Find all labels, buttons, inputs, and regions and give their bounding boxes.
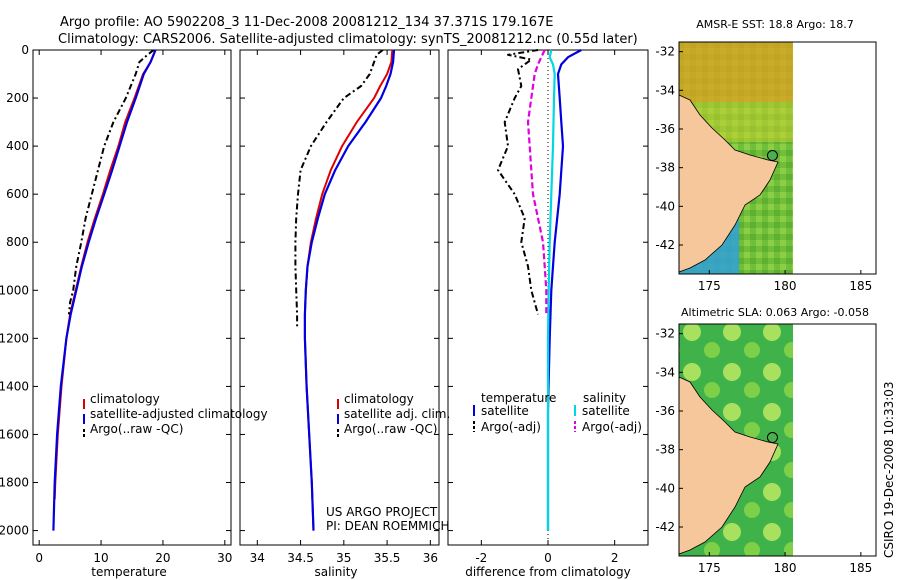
salinity-xlabel: salinity [314, 565, 357, 579]
map-x-tick-label: 180 [774, 561, 797, 575]
sla-land-mass [678, 376, 779, 555]
map-y-tick-label: -32 [655, 45, 675, 59]
y-tick-label: 1000 [0, 283, 29, 297]
x-tick-label: 0 [35, 551, 43, 565]
series-line-cyan [546, 49, 556, 531]
side-stamp: CSIRO 19-Dec-2008 10:33:03 [882, 381, 896, 558]
series-line-argo [67, 49, 155, 315]
header-line2: Climatology: CARS2006. Satellite-adjuste… [58, 32, 638, 47]
series-line-satellite [52, 49, 157, 531]
y-tick-label: 1800 [0, 476, 29, 490]
map-y-tick-label: -40 [655, 481, 675, 495]
x-tick-label: 34.5 [287, 551, 314, 565]
difference-xlabel: difference from climatology [465, 565, 631, 579]
project-annotation-line2: PI: DEAN ROEMMICH [326, 519, 449, 533]
sst-argo-location-marker [766, 150, 778, 162]
temperature-axes-frame [32, 49, 232, 546]
sst-warm-region [679, 42, 793, 102]
legend-label-temp-satellite: satellite [481, 404, 529, 418]
legend-label-climatology: climatology [344, 392, 414, 406]
temperature-legend: climatology satellite-adjusted climatolo… [83, 392, 268, 439]
difference-legend: temperature satellite Argo(-adj) salinit… [473, 391, 642, 434]
y-tick-label: 1600 [0, 427, 29, 441]
sla-axes-frame [678, 323, 877, 557]
sst-map-title: AMSR-E SST: 18.8 Argo: 18.7 [696, 18, 854, 31]
legend-group-title-salinity: salinity [583, 391, 626, 405]
series-line-climatology [303, 49, 394, 531]
sla-map-ticks: 175 180 185 -32 -34 -36 -38 -40 -42 [655, 327, 872, 575]
map-y-tick-label: -42 [655, 238, 675, 252]
project-annotation-line1: US ARGO PROJECT [326, 505, 438, 519]
map-x-tick-label: 175 [698, 279, 721, 293]
sla-map-panel: Altimetric SLA: 0.063 Argo: -0.058 175 18… [655, 306, 877, 575]
series-line-magenta [526, 49, 548, 315]
x-tick-label: 2 [611, 551, 619, 565]
map-y-tick-label: -34 [655, 83, 675, 97]
x-tick-label: 35.5 [374, 551, 401, 565]
x-tick-label: 10 [93, 551, 108, 565]
legend-label-sal-argo: Argo(-adj) [582, 420, 642, 434]
map-y-tick-label: -36 [655, 404, 675, 418]
temperature-plot: 0 10 20 30 0 200 400 600 800 1000 1200 1400 1600 1800… [0, 43, 232, 565]
x-tick-label: 0 [544, 551, 552, 565]
difference-panel: -2 0 2 difference from climatology tempera… [447, 49, 649, 579]
map-y-tick-label: -36 [655, 122, 675, 136]
series-line-satellite [303, 49, 396, 531]
legend-label-argo: Argo(..raw -QC) [90, 422, 183, 436]
map-x-tick-label: 180 [774, 279, 797, 293]
salinity-legend: climatology satellite adj. clim. Argo(..… [337, 392, 450, 439]
y-tick-label: 400 [6, 139, 29, 153]
header-line1: Argo profile: AO 5902208_3 11-Dec-2008 2… [60, 15, 554, 30]
y-tick-label: 2000 [0, 524, 29, 538]
series-line-argo [294, 49, 384, 327]
salinity-panel: 34 34.5 35 35.5 36 salinity climatology sate… [239, 49, 450, 579]
y-tick-label: 1400 [0, 379, 29, 393]
y-tick-label: 600 [6, 187, 29, 201]
map-y-tick-label: -42 [655, 520, 675, 534]
legend-group-title-temperature: temperature [481, 391, 556, 405]
legend-label-temp-argo: Argo(-adj) [481, 420, 541, 434]
x-tick-label: 35 [336, 551, 351, 565]
map-y-tick-label: -32 [655, 327, 675, 341]
x-tick-label: -2 [475, 551, 487, 565]
map-x-tick-label: 175 [698, 561, 721, 575]
y-tick-label: 800 [6, 235, 29, 249]
salinity-plot: 34 34.5 35 35.5 36 [240, 49, 439, 565]
x-tick-label: 34 [250, 551, 265, 565]
y-tick-label: 200 [6, 91, 29, 105]
salinity-axes-frame [239, 49, 440, 546]
y-tick-label: 0 [21, 43, 29, 57]
sla-map-title: Altimetric SLA: 0.063 Argo: -0.058 [681, 306, 869, 319]
legend-label-satellite: satellite-adjusted climatology [90, 407, 268, 421]
legend-label-satellite: satellite adj. clim. [344, 407, 450, 421]
temperature-panel: 0 10 20 30 0 200 400 600 800 1000 1200 1400 1600 1800… [0, 43, 268, 579]
map-x-tick-label: 185 [849, 279, 872, 293]
x-tick-label: 30 [217, 551, 232, 565]
legend-label-sal-satellite: satellite [582, 404, 630, 418]
temperature-xlabel: temperature [91, 565, 166, 579]
sst-land-mass [678, 94, 779, 273]
map-y-tick-label: -38 [655, 161, 675, 175]
x-tick-label: 36 [423, 551, 438, 565]
map-y-tick-label: -34 [655, 365, 675, 379]
legend-label-argo: Argo(..raw -QC) [344, 422, 437, 436]
difference-plot: -2 0 2 [448, 49, 648, 565]
sst-map-ticks: 175 180 185 -32 -34 -36 -38 -40 -42 [655, 45, 872, 293]
x-tick-label: 20 [155, 551, 170, 565]
sst-map-panel: AMSR-E SST: 18.8 Argo: 18.7 175 180 185 -32… [655, 18, 877, 293]
map-x-tick-label: 185 [849, 561, 872, 575]
y-tick-label: 1200 [0, 331, 29, 345]
sst-axes-frame [678, 41, 877, 275]
sla-argo-location-marker [766, 432, 778, 444]
legend-label-climatology: climatology [90, 392, 160, 406]
map-y-tick-label: -40 [655, 199, 675, 213]
map-y-tick-label: -38 [655, 443, 675, 457]
series-line-argo [497, 49, 539, 315]
